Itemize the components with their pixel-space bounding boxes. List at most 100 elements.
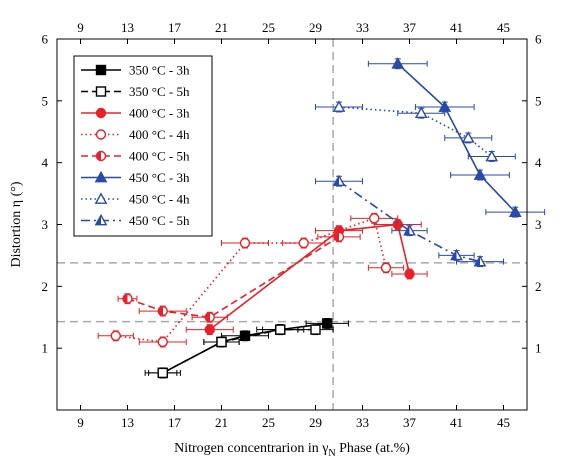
- legend-label: 350 °C - 5h: [129, 84, 190, 99]
- data-point: [216, 336, 227, 348]
- y-tick-label: 4: [42, 155, 49, 170]
- y-tick-label: 3: [42, 217, 49, 232]
- legend-label: 350 °C - 3h: [129, 63, 190, 78]
- data-point: [473, 168, 487, 180]
- x-tick-label: 41: [450, 415, 463, 430]
- legend-label: 450 °C - 3h: [129, 170, 190, 185]
- series-7: [315, 100, 516, 162]
- legend-box: [73, 55, 213, 237]
- series-line: [397, 63, 516, 213]
- top-x-tick-label: 33: [356, 20, 369, 35]
- data-point: [239, 237, 251, 249]
- reference-lines: [57, 39, 527, 410]
- x-tick-label: 25: [262, 415, 275, 430]
- data-point: [414, 106, 428, 119]
- y-tick-label: 5: [42, 93, 49, 108]
- legend-marker: [95, 150, 107, 162]
- legend-marker: [94, 213, 108, 226]
- x-axis-title-main: Nitrogen concentrarion in γ: [174, 441, 328, 456]
- legend-label: 400 °C - 3h: [129, 106, 190, 121]
- legend-item: 400 °C - 5h: [81, 149, 190, 164]
- x-tick-label: 21: [215, 415, 228, 430]
- legend-label: 450 °C - 4h: [129, 192, 190, 207]
- series-line: [209, 223, 411, 331]
- data-point: [404, 268, 415, 280]
- x-tick-label: 13: [121, 415, 134, 430]
- legend-item: 400 °C - 4h: [81, 127, 190, 142]
- legend-marker: [95, 129, 107, 140]
- data-point: [122, 293, 133, 304]
- legend: 350 °C - 3h 350 °C - 5h 400 °C - 3h 400 °C …: [73, 55, 213, 237]
- legend-label: 400 °C - 5h: [129, 149, 190, 164]
- data-point: [391, 57, 405, 69]
- right-y-tick-label: 5: [535, 93, 542, 108]
- x-axis-title-subscript: N: [328, 448, 335, 459]
- legend-item: 450 °C - 4h: [81, 192, 190, 207]
- series-2: [148, 324, 334, 379]
- top-x-tick-label: 25: [262, 20, 275, 35]
- top-x-tick-label: 9: [77, 20, 84, 35]
- data-point: [157, 336, 168, 348]
- x-tick-label: 29: [309, 415, 322, 430]
- legend-marker: [95, 107, 107, 119]
- x-axis-title-tail: Phase (at.%): [336, 441, 411, 456]
- x-tick-label: 17: [168, 415, 182, 430]
- legend-item: 400 °C - 3h: [81, 106, 190, 121]
- series-6: [367, 57, 546, 218]
- legend-marker: [95, 64, 107, 76]
- right-y-tick-label: 6: [535, 32, 542, 47]
- data-point: [204, 312, 215, 323]
- right-y-tick-label: 3: [535, 217, 542, 232]
- top-x-tick-label: 29: [309, 20, 322, 35]
- legend-marker: [94, 170, 108, 183]
- x-axis-title: Nitrogen concentrarion in γN Phase (at.%…: [174, 441, 410, 459]
- x-tick-label: 37: [403, 415, 417, 430]
- data-point: [298, 237, 309, 249]
- top-x-tick-label: 37: [403, 20, 417, 35]
- top-x-tick-label: 21: [215, 20, 228, 35]
- legend-label: 450 °C - 5h: [129, 213, 190, 228]
- y-axis-title: Distortion η (°): [9, 181, 24, 267]
- data-point: [333, 231, 345, 243]
- data-point: [369, 213, 380, 224]
- legend-item: 350 °C - 5h: [81, 84, 190, 99]
- top-x-tick-label: 45: [497, 20, 510, 35]
- right-y-tick-label: 1: [535, 341, 542, 356]
- data-point: [332, 100, 346, 112]
- legend-item: 450 °C - 3h: [81, 170, 190, 185]
- data-point: [380, 262, 392, 273]
- data-point: [461, 131, 475, 143]
- data-point: [157, 305, 168, 317]
- data-point: [204, 324, 215, 335]
- data-point: [310, 324, 321, 335]
- series-line: [338, 180, 481, 263]
- legend-item: 450 °C - 5h: [81, 213, 190, 228]
- series-8: [315, 174, 504, 268]
- series-line: [338, 106, 493, 158]
- axis-ticks: [57, 38, 527, 410]
- data-point: [485, 149, 499, 162]
- x-tick-label: 33: [356, 415, 369, 430]
- data-point: [508, 205, 522, 217]
- right-y-tick-label: 2: [535, 279, 542, 294]
- data-point: [403, 224, 416, 236]
- data-point: [332, 174, 346, 187]
- x-tick-label: 45: [497, 415, 510, 430]
- y-tick-label: 2: [42, 279, 49, 294]
- top-x-tick-label: 41: [450, 20, 463, 35]
- data-point: [275, 324, 286, 335]
- series-3: [185, 219, 428, 336]
- data-point: [110, 330, 121, 341]
- legend-item: 350 °C - 3h: [81, 63, 190, 78]
- data-point: [157, 367, 168, 379]
- legend-marker: [94, 192, 108, 204]
- top-x-tick-label: 13: [121, 20, 134, 35]
- series-5: [117, 231, 361, 323]
- top-x-tick-label: 17: [168, 20, 182, 35]
- data-point: [450, 248, 463, 261]
- legend-marker: [95, 86, 107, 97]
- series-layer: [97, 57, 546, 379]
- data-point: [239, 330, 251, 341]
